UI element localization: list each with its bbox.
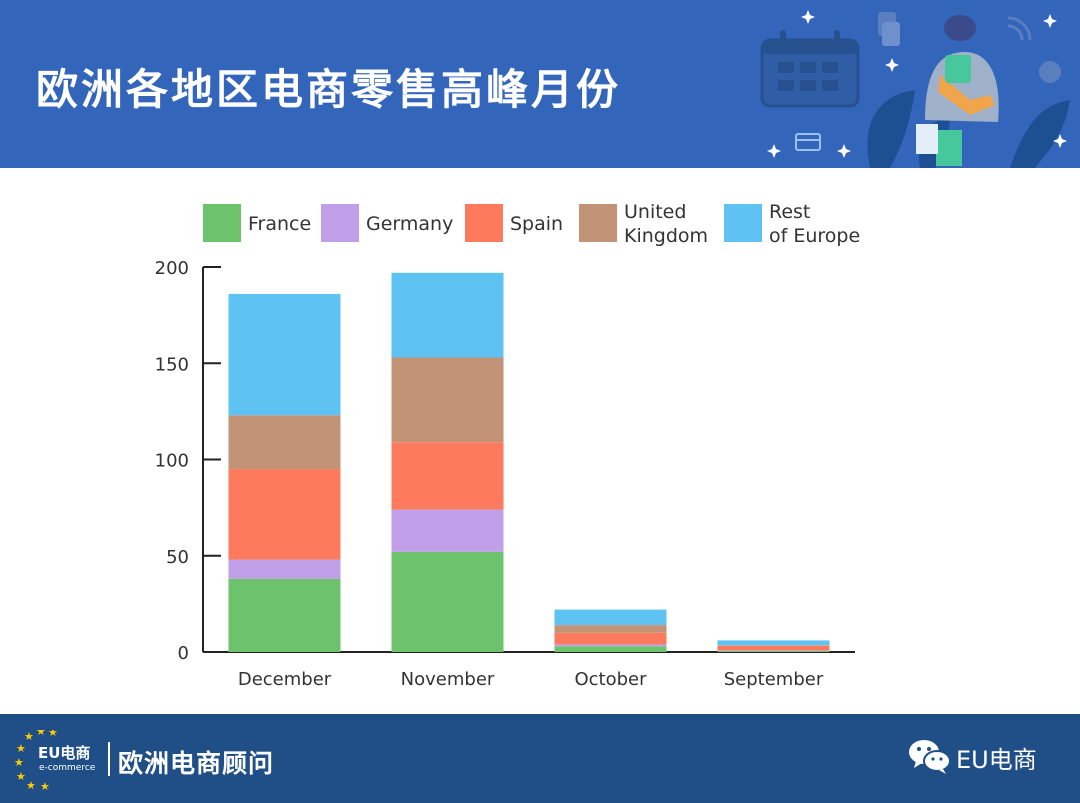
bar-september-2 [717,645,830,651]
svg-text:★: ★ [36,730,46,738]
y-tick-label-1: 50 [166,547,189,568]
legend-label-4-1: of Europe [769,225,860,247]
legend-swatch-0 [203,204,241,242]
divider [108,742,110,776]
legend-swatch-1 [321,204,359,242]
bar-september-4 [717,640,830,646]
legend-swatch-4 [724,204,762,242]
legend-swatch-3 [579,204,617,242]
sparkle-icon [767,10,1067,158]
x-tick-label-0: December [238,669,332,690]
shopping-illustration [760,10,1070,168]
bar-october-2 [554,632,667,645]
legend-label-4-0: Rest [769,201,810,223]
svg-text:★: ★ [24,730,34,743]
bar-october-3 [554,625,667,633]
logo-main-text: EU电商 [38,744,91,762]
page-title: 欧洲各地区电商零售高峰月份 [36,65,622,114]
svg-text:★: ★ [40,780,50,790]
bar-december-2 [228,469,341,560]
svg-text:★: ★ [48,730,58,739]
x-tick-label-3: September [724,669,824,690]
legend-swatch-2 [465,204,503,242]
percent-badge-icon [1039,61,1061,83]
svg-text:★: ★ [16,770,26,783]
wechat-account[interactable]: EU电商 [908,736,1068,780]
tag-icon [878,12,900,46]
eu-ecommerce-logo: ★ ★ ★ ★ ★ ★ ★ ★ EU电商 e-commerce [14,725,104,793]
bar-september-1 [717,650,830,652]
bar-november-2 [391,442,504,510]
bar-december-3 [228,415,341,470]
bar-september-3 [717,645,830,646]
legend-label-1-0: Germany [366,213,453,235]
bar-november-0 [391,551,504,652]
svg-text:★: ★ [16,742,26,755]
shopper-figure [916,15,999,166]
y-tick-label-2: 100 [155,451,189,472]
footer-bar: ★ ★ ★ ★ ★ ★ ★ ★ EU电商 e-commerce 欧洲电商顾问 E… [0,714,1080,803]
bar-december-1 [228,559,341,579]
svg-text:★: ★ [14,756,24,769]
bar-october-1 [554,644,667,647]
legend-label-3-1: Kingdom [624,225,708,247]
wifi-icon [1007,16,1032,41]
brand-name: 欧洲电商顾问 [118,749,275,778]
y-tick-label-3: 150 [155,354,189,375]
svg-text:★: ★ [26,779,36,790]
bar-november-1 [391,509,504,552]
bar-november-4 [391,272,504,358]
wechat-label: EU电商 [956,746,1037,774]
x-tick-label-2: October [574,669,647,690]
bar-december-4 [228,293,341,416]
logo-sub-text: e-commerce [39,763,96,773]
calendar-icon [760,30,860,108]
x-tick-label-1: November [401,669,495,690]
y-tick-label-4: 200 [155,258,189,279]
bar-november-3 [391,357,504,443]
legend-label-0-0: France [248,213,311,235]
bar-december-0 [228,578,341,652]
bar-october-0 [554,646,667,652]
eu-stars-icon: ★ ★ ★ ★ ★ ★ ★ ★ [14,725,58,793]
header-banner: 欧洲各地区电商零售高峰月份 [0,0,1080,168]
legend-label-3-0: United [624,201,686,223]
credit-card-icon [795,133,821,151]
bar-september-0 [717,651,830,652]
bar-october-4 [554,609,667,625]
wechat-icon [909,740,951,774]
legend-label-2-0: Spain [510,213,563,235]
y-tick-label-0: 0 [178,643,189,664]
stacked-bar-chart: 0 50 100 150 200 December November October Septe… [155,201,861,690]
